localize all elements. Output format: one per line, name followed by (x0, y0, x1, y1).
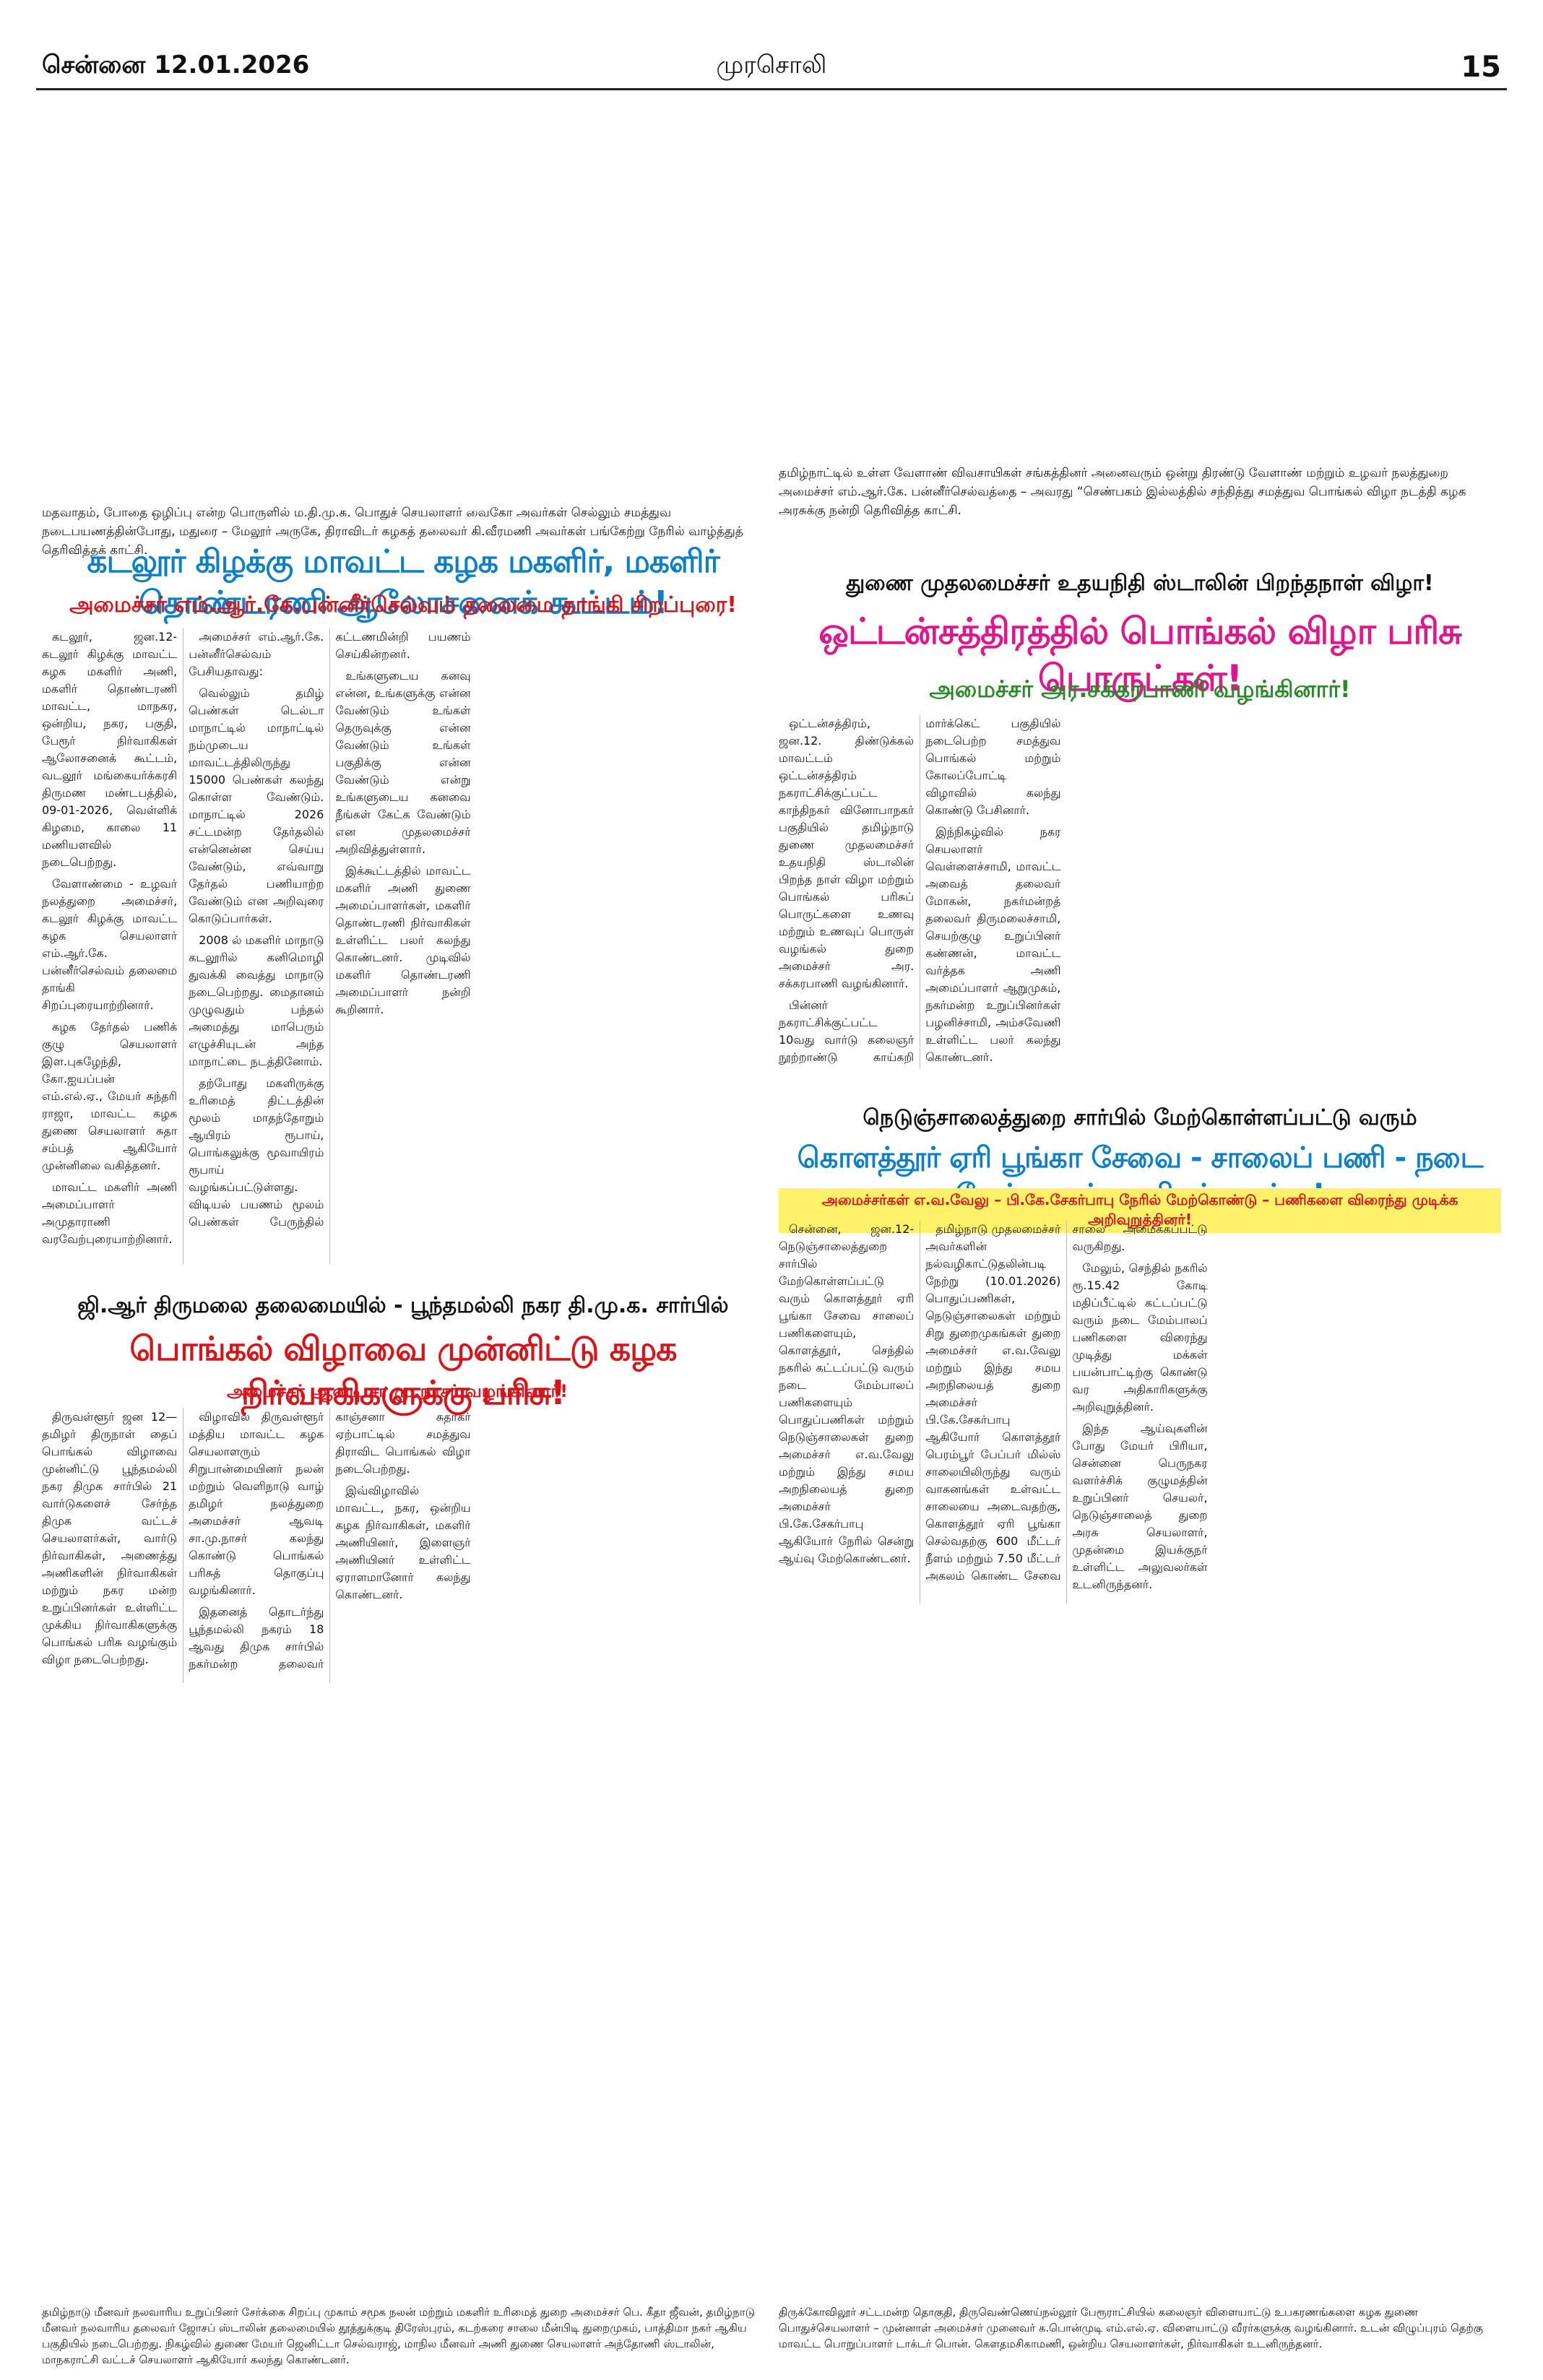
paragraph: கடலூர், ஜன.12- கடலூர் கிழக்கு மாவட்ட கழக… (42, 630, 178, 869)
paragraph: ஒட்டன்சத்திரம், ஜன.12. திண்டுக்கல் மாவட்… (779, 717, 915, 990)
kicker: துணை முதலமைச்சர் உதயநிதி ஸ்டாலின் பிறந்த… (846, 571, 1434, 596)
headline: கடலூர் கிழக்கு மாவட்ட கழக மகளிர், மகளிர்… (87, 543, 719, 621)
page-number: 15 (1461, 51, 1501, 84)
paragraph: பின்னர் நகராட்சிக்குட்பட்ட 10வது வார்டு … (779, 717, 1061, 1064)
city-date: சென்னை 12.01.2026 (42, 51, 310, 79)
paragraph: கழக தேர்தல் பணிக் குழு செயலாளர் இள.புகழே… (42, 1020, 178, 1172)
photo (779, 98, 1501, 459)
paragraph: தமிழ்நாடு முதலமைச்சர் அவர்களின் நல்வழிகா… (925, 1222, 1208, 1583)
subheadline: அமைச்சர் அர.சக்கரபாணி வழங்கினார்! (929, 675, 1351, 703)
photo (42, 98, 764, 498)
photo-caption: தமிழ்நாடு மீனவர் நலவாரிய உறுப்பினர் சேர்… (42, 2306, 756, 2366)
headline: ஒட்டன்சத்திரத்தில் பொங்கல் விழா பரிசு பொ… (818, 610, 1462, 699)
subheadline: அமைச்சர்கள் எ.வ.வேலு – பி.கே.சேகர்பாபு ந… (779, 1188, 1501, 1233)
paragraph: இதனைத் தொடர்ந்து பூந்தமல்லி நகரம் 18 ஆவத… (189, 1410, 471, 1671)
paragraph: இந்நிகழ்வில் நகர செயலாளர் வெள்ளைச்சாமி, … (925, 825, 1061, 1064)
paragraph: சென்னை, ஜன.12- நெடுஞ்சாலைத்துறை சார்பில்… (779, 1222, 915, 1565)
article-body: திருவள்ளூர் ஜன 12— தமிழர் திருநாள் தைப் … (42, 1408, 764, 1683)
paragraph: வெல்லும் தமிழ் பெண்கள் டெல்டா மாநாட்டில்… (189, 686, 324, 925)
paragraph: அமைச்சர் எம்.ஆர்.கே. பன்னீர்செல்வம் பேசி… (189, 630, 324, 678)
kicker: நெடுஞ்சாலைத்துறை சார்பில் மேற்கொள்ளப்பட்… (863, 1105, 1417, 1130)
paragraph: உங்களுடைய கனவு என்ன, உங்களுக்கு என்ன வேண… (335, 669, 471, 856)
paragraph: மேலும், செந்தில் நகரில் ரூ.15.42 கோடி மத… (1072, 1261, 1208, 1414)
photo (779, 1694, 1501, 2329)
photo-caption: மதவாதம், போதை ஒழிப்பு என்ற பொருளில் ம.தி… (42, 506, 743, 558)
article-body: ஒட்டன்சத்திரம், ஜன.12. திண்டுக்கல் மாவட்… (779, 715, 1501, 1069)
paragraph: வேளாண்மை - உழவர் நலத்துறை அமைச்சர், கடலூ… (42, 877, 178, 1012)
subheadline: அமைச்சர் எம்.ஆர்.கே.பன்னீர்செல்வம் தலைமை… (69, 592, 737, 618)
paragraph: மாவட்ட மகளிர் அணி அமைப்பாளர் அமுதாராணி வ… (42, 1180, 178, 1246)
photo-caption: திருக்கோவிலூர் சட்டமன்ற தொகுதி, திருவெண்… (779, 2306, 1483, 2350)
header-rule (36, 88, 1507, 90)
subheadline: அமைச்சர் ஆவடி சா.மு.நாசர் வழங்கினார்! (226, 1381, 569, 1401)
paragraph: 2008 ல் மகளிர் மாநாடு கடலூரில் கனிமொழி த… (189, 933, 324, 1068)
article-body: சென்னை, ஜன.12- நெடுஞ்சாலைத்துறை சார்பில்… (779, 1221, 1501, 1604)
paragraph: விழாவில் திருவள்ளூர் மத்திய மாவட்ட கழக ச… (189, 1410, 324, 1597)
paragraph: இக்கூட்டத்தில் மாவட்ட மகளிர் அணி துணை அம… (335, 864, 471, 1016)
masthead: முரசொலி (716, 51, 827, 79)
paragraph: திருவள்ளூர் ஜன 12— தமிழர் திருநாள் தைப் … (42, 1410, 178, 1666)
kicker: ஜி.ஆர் திருமலை தலைமையில் - பூந்தமல்லி நக… (77, 1293, 729, 1318)
paragraph: இவ்விழாவில் மாவட்ட, நகர, ஒன்றிய கழக நிர்… (335, 1484, 471, 1601)
headline: பொங்கல் விழாவை முன்னிட்டு கழக நிர்வாகிகள… (129, 1329, 677, 1412)
photo (42, 1694, 764, 2329)
paragraph: தற்போது மகளிருக்கு உரிமைத் திட்டத்தின் ம… (189, 630, 471, 1229)
photo-caption: தமிழ்நாட்டில் உள்ள வேளாண் விவசாயிகள் சங்… (779, 466, 1466, 518)
paragraph: இந்த ஆய்வுகளின் போது மேயர் பிரியா, சென்ன… (1072, 1421, 1208, 1591)
article-body: கடலூர், ஜன.12- கடலூர் கிழக்கு மாவட்ட கழக… (42, 628, 764, 1264)
